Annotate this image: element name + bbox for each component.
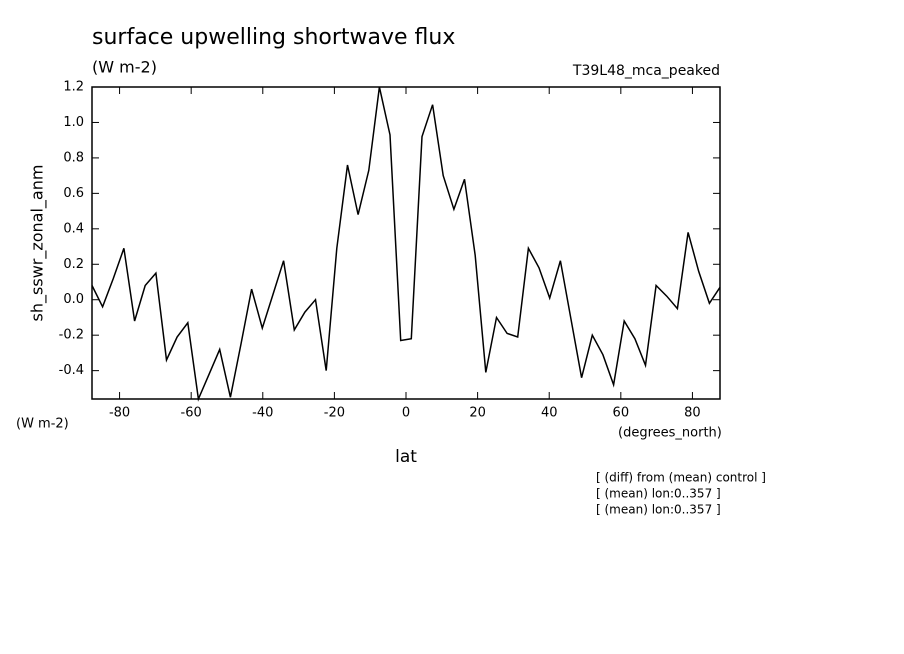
y-tick-label: 1.2 (63, 80, 84, 95)
y-tick-label: 0.2 (63, 257, 84, 272)
chart-title: surface upwelling shortwave flux (92, 25, 455, 50)
y-tick-label: 0.6 (63, 186, 84, 201)
x-units: (degrees_north) (618, 426, 722, 441)
x-tick-label: 40 (541, 406, 558, 421)
y-tick-label: 1.0 (63, 115, 84, 130)
y-tick-label: -0.4 (59, 363, 84, 378)
x-tick-label: 20 (469, 406, 486, 421)
note: [ (mean) lon:0..357 ] (596, 503, 721, 517)
subtitle: (W m-2) (92, 58, 157, 77)
note: [ (diff) from (mean) control ] (596, 471, 766, 485)
x-tick-label: 80 (684, 406, 701, 421)
x-tick-label: -40 (252, 406, 273, 421)
data-line (91, 86, 721, 402)
y-tick-label: 0.8 (63, 150, 84, 165)
x-tick-label: -80 (109, 406, 130, 421)
y-units: (W m-2) (16, 417, 69, 432)
y-axis-label: sh_sswr_zonal_anm (28, 165, 48, 322)
y-tick-label: 0.4 (63, 221, 84, 236)
y-tick-label: 0.0 (63, 292, 84, 307)
note: [ (mean) lon:0..357 ] (596, 487, 721, 501)
x-axis-label: lat (395, 447, 417, 467)
y-tick-label: -0.2 (59, 328, 84, 343)
annotation: T39L48_mca_peaked (572, 63, 720, 79)
x-tick-label: 0 (402, 406, 410, 421)
x-tick-label: -20 (324, 406, 345, 421)
x-tick-label: 60 (613, 406, 630, 421)
x-tick-label: -60 (181, 406, 202, 421)
